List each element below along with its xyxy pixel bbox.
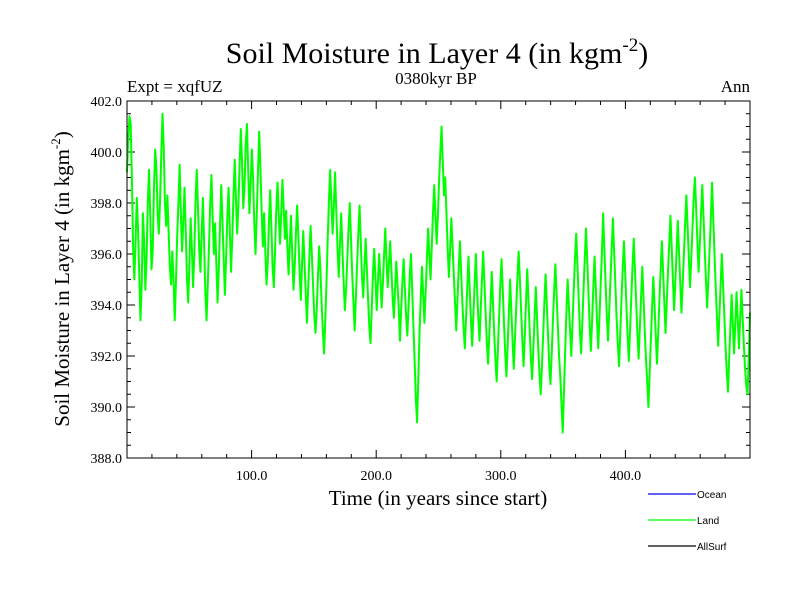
x-axis-label: Time (in years since start) [329,486,548,510]
legend-label-allsurf: AllSurf [697,542,727,553]
period-label: 0380kyr BP [395,69,477,88]
season-label: Ann [721,77,751,96]
y-tick-label: 396.0 [91,248,123,263]
legend-label-land: Land [697,516,719,527]
y-tick-labels: 388.0 390.0 392.0 394.0 396.0 398.0 400.0 402.0 [91,95,123,467]
y-tick-label: 398.0 [91,197,123,212]
x-tick-label: 100.0 [236,469,268,484]
x-tick-label: 200.0 [360,469,392,484]
x-tick-label: 300.0 [485,469,517,484]
plot-area-frame [126,100,751,459]
chart-title-main: Soil Moisture in Layer 4 (in kgm [226,37,623,70]
y-tick-label: 390.0 [91,401,123,416]
y-tick-label: 392.0 [91,350,123,365]
y-axis-label-superscript: -2 [48,138,63,149]
y-tick-label: 388.0 [91,452,123,467]
x-tick-labels: 100.0 200.0 300.0 400.0 [236,469,641,484]
axis-ticks [127,100,750,459]
y-axis-label-close: ) [50,131,74,138]
experiment-label: Expt = xqfUZ [127,77,223,96]
y-tick-label: 400.0 [91,146,123,161]
legend: Ocean Land AllSurf [648,490,727,553]
legend-label-ocean: Ocean [697,490,726,501]
chart-title-superscript: -2 [622,35,638,56]
y-tick-label: 394.0 [91,299,123,314]
y-tick-label: 402.0 [91,95,123,110]
series-line-land [126,112,751,434]
chart-title-close: ) [638,37,648,70]
x-tick-label: 400.0 [610,469,642,484]
y-axis-label: Soil Moisture in Layer 4 (in kgm-2) [48,131,74,426]
y-axis-label-main: Soil Moisture in Layer 4 (in kgm [50,149,74,427]
chart-title: Soil Moisture in Layer 4 (in kgm-2) [226,35,648,70]
